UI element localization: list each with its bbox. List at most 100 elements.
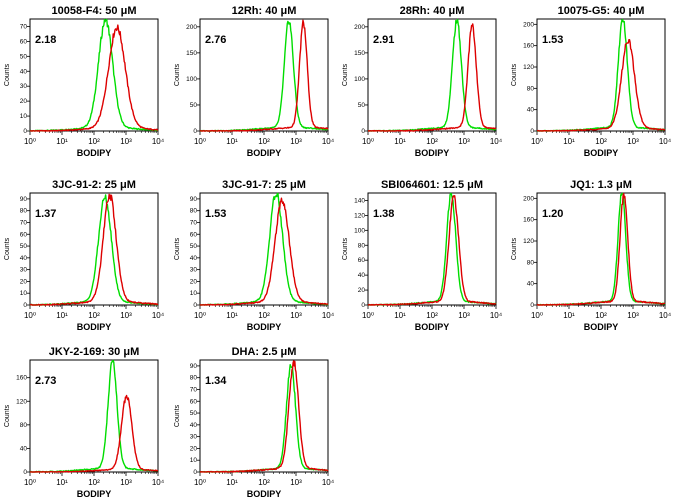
x-tick-label: 10²	[426, 311, 438, 320]
y-tick-label: 20	[358, 287, 366, 294]
y-axis-label: Counts	[342, 63, 349, 86]
x-axis-label: BODIPY	[77, 322, 112, 332]
x-tick-label: 10²	[426, 137, 438, 146]
y-tick-label: 200	[523, 195, 534, 202]
y-tick-label: 50	[190, 243, 198, 250]
x-tick-label: 10³	[290, 478, 302, 487]
x-tick-label: 10⁴	[659, 311, 672, 320]
y-tick-label: 0	[361, 128, 365, 135]
fold-change-annotation: 2.18	[35, 34, 56, 46]
x-axis-label: BODIPY	[415, 322, 450, 332]
panel-title: 28Rh: 40 μM	[400, 5, 465, 17]
treated-histogram	[199, 360, 329, 473]
y-tick-label: 100	[186, 76, 197, 83]
x-axis-label: BODIPY	[247, 148, 282, 158]
x-tick-label: 10¹	[226, 478, 238, 487]
y-tick-label: 40	[527, 107, 535, 114]
y-tick-label: 70	[190, 219, 198, 226]
x-tick-label: 10²	[88, 311, 100, 320]
y-tick-label: 20	[190, 445, 198, 452]
x-tick-label: 10⁴	[490, 311, 503, 320]
x-tick-label: 10⁰	[24, 478, 36, 487]
y-tick-label: 100	[354, 76, 365, 83]
x-tick-label: 10¹	[226, 311, 238, 320]
x-tick-label: 10²	[88, 478, 100, 487]
x-tick-label: 10¹	[56, 478, 68, 487]
x-tick-label: 10²	[595, 311, 607, 320]
y-tick-label: 80	[190, 208, 198, 215]
x-tick-label: 10⁴	[322, 311, 335, 320]
panel-title: 3JC-91-2: 25 μM	[52, 179, 136, 191]
x-tick-label: 10²	[88, 137, 100, 146]
fold-change-annotation: 1.37	[35, 208, 56, 220]
panel-title: SBI064601: 12.5 μM	[381, 179, 483, 191]
panel-title: 10075-G5: 40 μM	[558, 5, 645, 17]
x-tick-label: 10⁰	[531, 311, 543, 320]
y-tick-label: 0	[361, 302, 365, 309]
y-tick-label: 150	[354, 50, 365, 57]
y-tick-label: 20	[190, 278, 198, 285]
y-axis-label: Counts	[342, 237, 349, 260]
x-tick-label: 10¹	[226, 137, 238, 146]
y-tick-label: 120	[523, 64, 534, 71]
x-tick-label: 10³	[290, 311, 302, 320]
y-tick-label: 0	[193, 302, 197, 309]
y-tick-label: 50	[20, 53, 28, 60]
y-tick-label: 60	[20, 38, 28, 45]
treated-histogram	[199, 197, 329, 306]
x-tick-label: 10¹	[394, 137, 406, 146]
y-tick-label: 0	[193, 469, 197, 476]
y-tick-label: 200	[523, 21, 534, 28]
y-tick-label: 0	[530, 128, 534, 135]
y-tick-label: 200	[354, 24, 365, 31]
y-tick-label: 160	[523, 217, 534, 224]
y-tick-label: 70	[190, 386, 198, 393]
x-axis-label: BODIPY	[77, 489, 112, 499]
y-tick-label: 40	[20, 255, 28, 262]
fold-change-annotation: 1.53	[542, 34, 563, 46]
y-axis-label: Counts	[4, 237, 11, 260]
x-tick-label: 10⁰	[24, 137, 36, 146]
y-tick-label: 20	[20, 98, 28, 105]
x-tick-label: 10³	[627, 137, 639, 146]
treated-histogram	[367, 23, 497, 132]
treated-histogram	[29, 24, 159, 132]
y-tick-label: 10	[20, 113, 28, 120]
x-tick-label: 10⁴	[322, 137, 335, 146]
y-tick-label: 160	[16, 375, 27, 382]
x-tick-label: 10¹	[563, 137, 575, 146]
y-tick-label: 50	[190, 410, 198, 417]
y-tick-label: 120	[523, 238, 534, 245]
x-tick-label: 10³	[120, 311, 132, 320]
x-axis-label: BODIPY	[77, 148, 112, 158]
treated-histogram	[199, 19, 329, 132]
y-tick-label: 70	[20, 23, 28, 30]
y-tick-label: 30	[20, 267, 28, 274]
y-tick-label: 10	[20, 290, 28, 297]
x-tick-label: 10¹	[56, 311, 68, 320]
x-tick-label: 10¹	[56, 137, 68, 146]
x-axis-label: BODIPY	[247, 489, 282, 499]
y-tick-label: 90	[190, 363, 198, 370]
panel-title: JKY-2-169: 30 μM	[49, 346, 140, 358]
y-tick-label: 80	[190, 375, 198, 382]
panel-title: DHA: 2.5 μM	[232, 346, 297, 358]
x-axis-label: BODIPY	[584, 148, 619, 158]
x-tick-label: 10²	[258, 478, 270, 487]
x-tick-label: 10⁴	[152, 478, 165, 487]
y-tick-label: 140	[354, 197, 365, 204]
x-tick-label: 10⁰	[24, 311, 36, 320]
fold-change-annotation: 1.20	[542, 208, 563, 220]
y-tick-label: 70	[20, 219, 28, 226]
treated-histogram	[536, 192, 666, 306]
y-tick-label: 0	[193, 128, 197, 135]
x-axis-label: BODIPY	[584, 322, 619, 332]
y-tick-label: 60	[190, 398, 198, 405]
y-tick-label: 50	[358, 102, 366, 109]
y-tick-label: 0	[530, 302, 534, 309]
fold-change-annotation: 2.91	[373, 34, 394, 46]
y-tick-label: 80	[358, 242, 366, 249]
y-tick-label: 40	[20, 68, 28, 75]
y-tick-label: 80	[527, 85, 535, 92]
y-tick-label: 80	[20, 208, 28, 215]
